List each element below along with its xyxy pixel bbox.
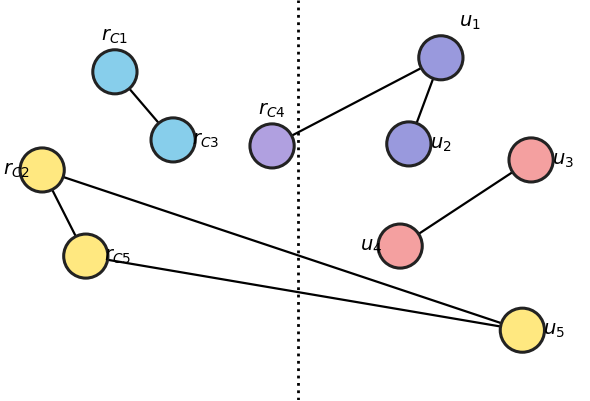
Text: $u_4$: $u_4$ [360,237,382,255]
Text: $u_3$: $u_3$ [552,152,574,170]
Ellipse shape [378,225,422,268]
Ellipse shape [500,308,545,352]
Text: $r_{C2}$: $r_{C2}$ [2,161,30,180]
Text: $r_{C4}$: $r_{C4}$ [258,101,286,120]
Text: $u_2$: $u_2$ [430,136,452,154]
Ellipse shape [64,235,108,278]
Ellipse shape [93,51,137,95]
Ellipse shape [509,139,553,182]
Text: $r_{C5}$: $r_{C5}$ [104,247,132,265]
Text: $u_5$: $u_5$ [543,321,565,340]
Ellipse shape [419,36,463,81]
Ellipse shape [386,123,431,166]
Text: $u_1$: $u_1$ [459,14,481,32]
Ellipse shape [250,125,294,168]
Text: $r_{C1}$: $r_{C1}$ [101,28,129,46]
Text: $r_{C3}$: $r_{C3}$ [192,132,219,150]
Ellipse shape [20,148,64,192]
Ellipse shape [151,119,195,162]
